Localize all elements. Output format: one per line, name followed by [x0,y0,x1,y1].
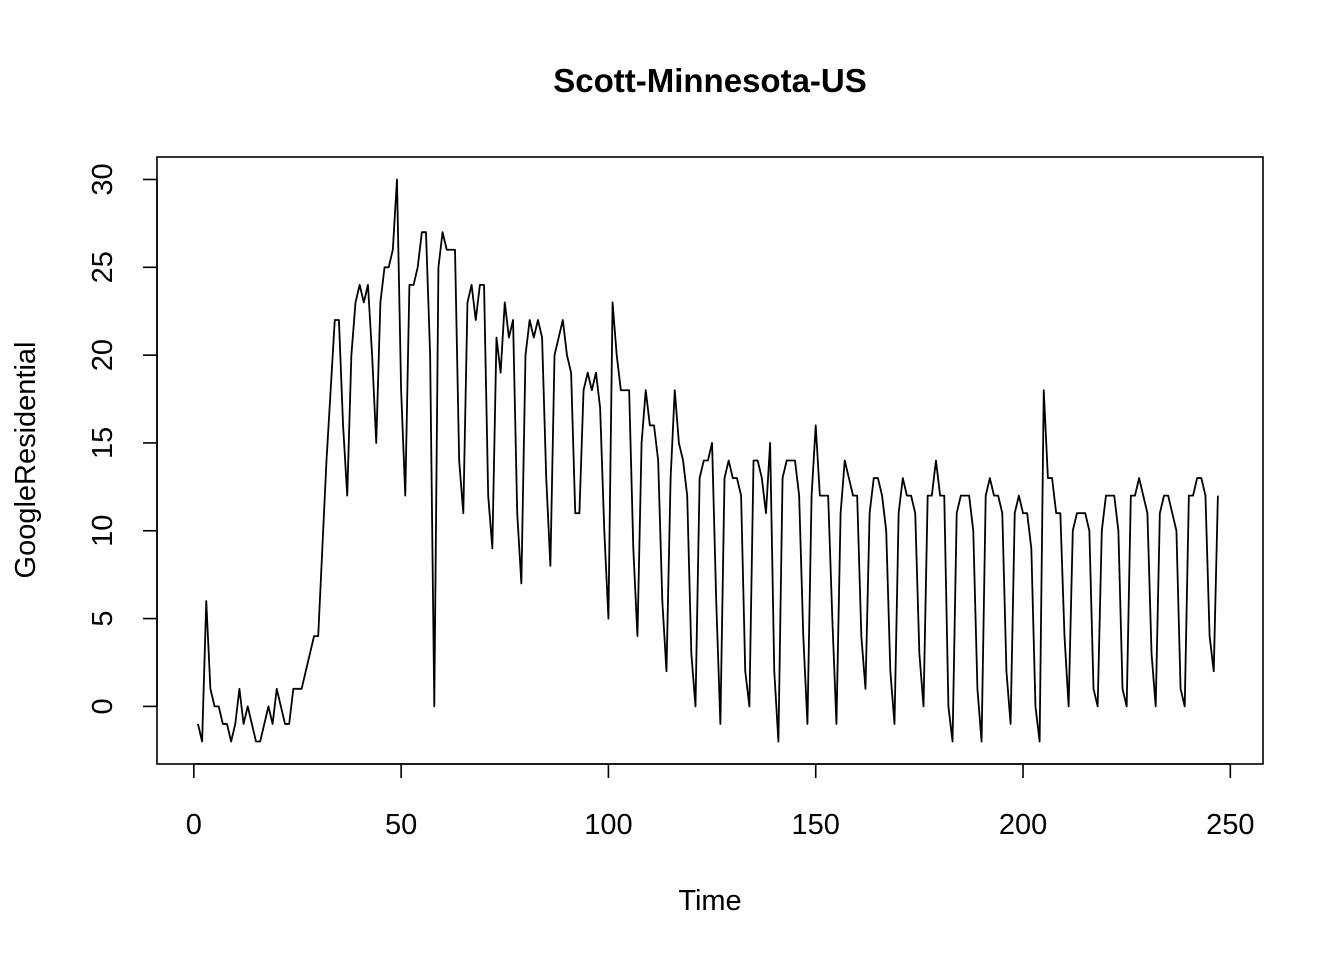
y-axis: 0 5 10 15 20 25 30 [87,163,158,714]
y-tick-label: 10 [87,515,119,547]
x-tick-label: 150 [792,809,840,841]
x-tick-label: 50 [385,809,417,841]
plot-frame [156,156,1264,765]
x-tick-label: 0 [186,809,202,841]
x-tick-label: 250 [1206,809,1254,841]
x-tick-label: 200 [999,809,1047,841]
y-tick-label: 0 [87,698,119,714]
series-line-google-residential [197,178,1219,743]
y-tick-label: 15 [87,427,119,459]
y-axis-label: GoogleResidential [10,342,42,579]
chart-title: Scott-Minnesota-US [553,62,867,99]
x-axis-label: Time [678,885,741,917]
x-axis: 0 50 100 150 200 250 [186,763,1255,841]
y-tick-label: 20 [87,339,119,371]
y-tick-label: 30 [87,163,119,195]
y-tick-label: 5 [87,611,119,627]
x-tick-label: 100 [584,809,632,841]
y-tick-label: 25 [87,251,119,283]
